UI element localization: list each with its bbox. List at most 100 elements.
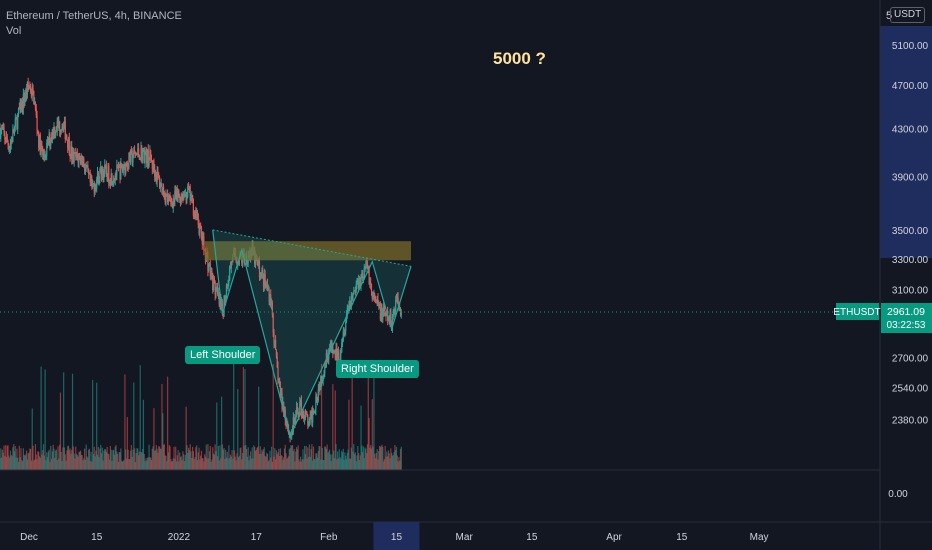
candle-body — [393, 308, 395, 315]
candle-body — [169, 196, 171, 198]
volume-bar — [142, 399, 145, 470]
candle-body — [337, 351, 339, 362]
volume-bar — [276, 454, 278, 470]
price-axis[interactable]: 5100.00 4700.00 4300.00 3900.00 3500.00 3300.… — [888, 41, 928, 500]
volume-bar — [322, 460, 324, 470]
candle-body — [122, 168, 124, 171]
candle-body — [218, 292, 220, 305]
volume-bar — [56, 460, 58, 470]
candle-body — [150, 150, 152, 160]
candle-body — [95, 186, 97, 189]
candle-body — [140, 147, 142, 158]
candle-body — [182, 196, 184, 201]
volume-bar — [244, 369, 246, 470]
volume-bar — [58, 458, 60, 470]
volume-bar — [242, 367, 244, 470]
candle-body — [154, 169, 156, 177]
candle-body — [193, 215, 195, 217]
volume-bar — [175, 446, 177, 470]
volume-bar — [162, 444, 165, 470]
volume-bar — [148, 444, 150, 470]
volume-bar — [55, 449, 58, 470]
volume-bar — [300, 461, 302, 470]
volume-bar — [100, 444, 102, 470]
candle-body — [71, 146, 73, 160]
volume-bar — [29, 448, 31, 470]
annotation-text[interactable]: 5000 ? — [493, 49, 546, 68]
volume-bar — [172, 458, 174, 470]
time-axis[interactable]: Dec 15 2022 17 Feb 15 Mar 15 Apr 15 May — [20, 522, 769, 550]
candle-body — [278, 381, 280, 383]
volume-bar — [150, 459, 153, 470]
volume-bar — [375, 453, 377, 470]
volume-bar — [28, 452, 30, 470]
candle-body — [355, 284, 357, 293]
volume-bar — [20, 448, 22, 470]
candle-body — [179, 195, 181, 199]
symbol-title[interactable]: Ethereum / TetherUS, 4h, BINANCE — [6, 10, 182, 22]
volume-bar — [378, 445, 381, 470]
candle-body — [389, 312, 391, 324]
candle-body — [246, 262, 248, 264]
candle-body — [57, 121, 59, 126]
volume-bar — [121, 460, 123, 470]
volume-bar — [16, 448, 18, 470]
candle-body — [360, 274, 362, 287]
volume-bar — [87, 457, 89, 470]
candle-body — [279, 381, 281, 387]
volume-bar — [3, 445, 5, 470]
volume-bar — [71, 449, 73, 470]
volume-bar — [50, 458, 53, 470]
candle-body — [390, 312, 392, 326]
candle-body — [196, 210, 199, 215]
volume-indicator-label[interactable]: Vol — [6, 25, 22, 37]
candle-body — [107, 166, 109, 181]
candle-body — [365, 262, 367, 269]
candle-body — [284, 410, 286, 421]
right-shoulder-label[interactable]: Right Shoulder — [336, 360, 419, 378]
scale-number: 5 — [886, 10, 893, 22]
countdown-value: 03:22:53 — [887, 320, 926, 331]
volume-bar — [258, 453, 261, 470]
volume-bar — [328, 451, 330, 470]
candle-body — [299, 399, 302, 403]
volume-bar — [100, 453, 103, 470]
candle-body — [36, 115, 38, 131]
currency-button[interactable]: USDT — [890, 7, 926, 23]
candle-body — [202, 236, 204, 245]
candle-body — [82, 158, 84, 165]
candle-body — [118, 167, 120, 169]
volume-bar — [354, 452, 356, 470]
volume-bar — [380, 446, 382, 470]
volume-bar — [122, 461, 124, 470]
volume-bar — [384, 445, 386, 470]
candle-body — [8, 145, 10, 151]
candle-body — [114, 175, 116, 181]
candle-body — [270, 295, 272, 304]
left-shoulder-label[interactable]: Left Shoulder — [185, 346, 261, 364]
candle-body — [348, 305, 350, 310]
candle-body — [235, 259, 237, 262]
pattern-fill — [212, 229, 411, 437]
volume-bar — [323, 459, 325, 470]
candle-body — [215, 290, 217, 295]
candle-body — [315, 396, 317, 410]
volume-bar — [387, 450, 390, 470]
volume-bar — [280, 455, 282, 470]
volume-bar — [218, 460, 220, 470]
volume-bar — [348, 399, 350, 470]
candle-body — [17, 114, 19, 129]
price-tick-label: 3500.00 — [892, 226, 929, 237]
candle-body — [21, 101, 23, 113]
candle-body — [125, 163, 128, 165]
volume-bar — [67, 445, 70, 470]
volume-bar — [293, 448, 295, 470]
candle-body — [267, 289, 269, 291]
volume-bar — [296, 449, 298, 470]
candle-body — [376, 298, 378, 302]
candle-body — [264, 273, 266, 284]
candle-body — [88, 173, 91, 175]
volume-bar — [113, 449, 115, 470]
volume-bar — [221, 444, 224, 470]
